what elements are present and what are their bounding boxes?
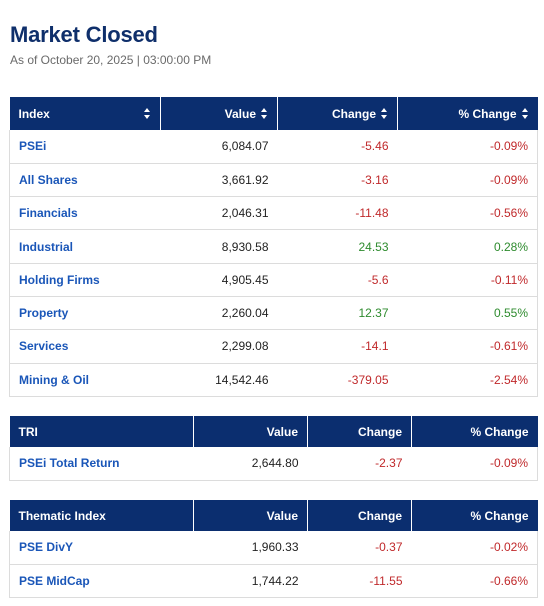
index-name-link[interactable]: PSEi [9, 130, 161, 164]
index-name-link[interactable]: All Shares [9, 163, 161, 198]
sort-icon[interactable] [261, 108, 268, 119]
sort-icon[interactable] [381, 108, 388, 119]
tri-table: TRI Value Change % Change PSEi Total Ret… [9, 416, 538, 481]
column-header-change: Change [307, 500, 412, 531]
index-value: 2,644.80 [193, 447, 308, 481]
index-change: 12.37 [277, 296, 398, 331]
thematic-table-body: PSE DivY 1,960.33 -0.37 -0.02% PSE MidCap 1,7… [9, 531, 538, 598]
index-change: -379.05 [277, 363, 398, 397]
index-value: 1,960.33 [193, 531, 308, 565]
as-of-timestamp: As of October 20, 2025 | 03:00:00 PM [10, 53, 212, 67]
table-row: PSE DivY 1,960.33 -0.37 -0.02% [9, 531, 538, 565]
index-pct-change: -0.09% [397, 163, 538, 198]
index-name-link[interactable]: Services [9, 329, 161, 364]
column-header-pct-change[interactable]: % Change [397, 97, 538, 130]
column-header-value[interactable]: Value [160, 97, 278, 130]
table-row: Property 2,260.04 12.37 0.55% [9, 296, 538, 331]
index-name-link[interactable]: PSEi Total Return [9, 447, 194, 481]
column-header-thematic-index: Thematic Index [9, 500, 194, 531]
table-row: Holding Firms 4,905.45 -5.6 -0.11% [9, 263, 538, 297]
index-change: -0.37 [307, 531, 412, 565]
index-change: -5.6 [277, 263, 398, 297]
index-value: 4,905.45 [160, 263, 278, 297]
index-value: 8,930.58 [160, 229, 278, 264]
index-change: -5.46 [277, 130, 398, 164]
index-value: 2,260.04 [160, 296, 278, 331]
column-header-tri: TRI [9, 416, 194, 447]
index-pct-change: 0.28% [397, 229, 538, 264]
index-change: -2.37 [307, 447, 412, 481]
index-pct-change: -0.02% [411, 531, 538, 565]
column-header-value: Value [193, 500, 308, 531]
index-name-link[interactable]: PSE DivY [9, 531, 194, 565]
index-pct-change: -0.66% [411, 564, 538, 598]
index-pct-change: -0.11% [397, 263, 538, 297]
column-header-pct-change: % Change [411, 500, 538, 531]
index-table-body: PSEi 6,084.07 -5.46 -0.09% All Shares 3,661.9… [9, 130, 538, 397]
index-value: 14,542.46 [160, 363, 278, 397]
table-row: PSEi 6,084.07 -5.46 -0.09% [9, 130, 538, 164]
table-row: All Shares 3,661.92 -3.16 -0.09% [9, 163, 538, 198]
index-value: 6,084.07 [160, 130, 278, 164]
page-title: Market Closed [10, 22, 158, 47]
index-pct-change: -0.61% [397, 329, 538, 364]
column-header-pct-change: % Change [411, 416, 538, 447]
thematic-table: Thematic Index Value Change % Change PSE… [9, 500, 538, 598]
column-header-change[interactable]: Change [277, 97, 398, 130]
table-row: Industrial 8,930.58 24.53 0.28% [9, 229, 538, 264]
index-name-link[interactable]: Holding Firms [9, 263, 161, 297]
index-name-link[interactable]: Property [9, 296, 161, 331]
index-table: Index Value Change % Change PSEi 6,084.07… [9, 97, 538, 397]
table-row: Financials 2,046.31 -11.48 -0.56% [9, 196, 538, 231]
index-pct-change: -0.09% [397, 130, 538, 164]
index-pct-change: 0.55% [397, 296, 538, 331]
index-pct-change: -0.56% [397, 196, 538, 231]
column-header-change: Change [307, 416, 412, 447]
index-pct-change: -0.09% [411, 447, 538, 481]
table-row: PSEi Total Return 2,644.80 -2.37 -0.09% [9, 447, 538, 481]
table-row: Mining & Oil 14,542.46 -379.05 -2.54% [9, 363, 538, 397]
index-name-link[interactable]: Mining & Oil [9, 363, 161, 397]
index-value: 2,299.08 [160, 329, 278, 364]
table-row: Services 2,299.08 -14.1 -0.61% [9, 329, 538, 364]
sort-icon[interactable] [521, 108, 529, 119]
index-value: 1,744.22 [193, 564, 308, 598]
index-value: 2,046.31 [160, 196, 278, 231]
column-header-index[interactable]: Index [9, 97, 161, 130]
column-header-value: Value [193, 416, 308, 447]
index-pct-change: -2.54% [397, 363, 538, 397]
index-change: -14.1 [277, 329, 398, 364]
sort-icon[interactable] [144, 108, 151, 119]
index-change: -11.55 [307, 564, 412, 598]
index-change: 24.53 [277, 229, 398, 264]
index-name-link[interactable]: Industrial [9, 229, 161, 264]
index-name-link[interactable]: PSE MidCap [9, 564, 194, 598]
table-row: PSE MidCap 1,744.22 -11.55 -0.66% [9, 564, 538, 598]
index-change: -11.48 [277, 196, 398, 231]
tri-table-body: PSEi Total Return 2,644.80 -2.37 -0.09% [9, 447, 538, 481]
index-change: -3.16 [277, 163, 398, 198]
index-value: 3,661.92 [160, 163, 278, 198]
index-name-link[interactable]: Financials [9, 196, 161, 231]
